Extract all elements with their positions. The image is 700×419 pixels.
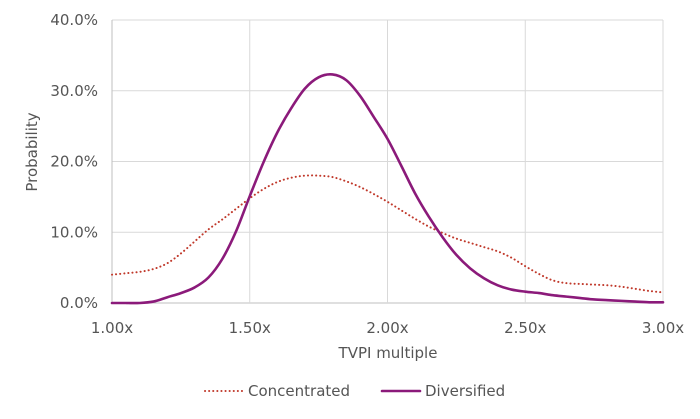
series-line-diversified xyxy=(110,73,665,305)
x-tick-label: 1.00x xyxy=(91,319,133,337)
x-tick-label: 2.00x xyxy=(366,319,408,337)
series-group xyxy=(110,73,665,305)
legend-label-diversified: Diversified xyxy=(425,382,505,400)
x-axis-ticks: 1.00x 1.50x 2.00x 2.50x 3.00x xyxy=(91,319,684,337)
y-axis-ticks: 0.0% 10.0% 20.0% 30.0% 40.0% xyxy=(50,11,98,312)
grid xyxy=(111,19,664,304)
y-axis-title: Probability xyxy=(23,112,41,191)
x-tick-label: 1.50x xyxy=(229,319,271,337)
y-tick-label: 40.0% xyxy=(50,11,98,29)
y-tick-label: 0.0% xyxy=(60,294,98,312)
x-tick-label: 3.00x xyxy=(642,319,684,337)
series-line-concentrated xyxy=(111,174,664,294)
y-tick-label: 30.0% xyxy=(50,82,98,100)
x-axis-title: TVPI multiple xyxy=(338,344,438,362)
legend-label-concentrated: Concentrated xyxy=(248,382,350,400)
y-tick-label: 10.0% xyxy=(50,223,98,241)
y-tick-label: 20.0% xyxy=(50,153,98,171)
x-tick-label: 2.50x xyxy=(504,319,546,337)
legend: Concentrated Diversified xyxy=(204,382,505,400)
